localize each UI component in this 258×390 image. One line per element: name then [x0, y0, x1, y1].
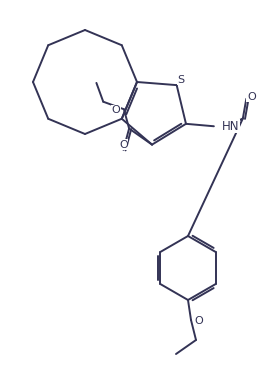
Text: O: O — [111, 105, 120, 115]
Text: HN: HN — [222, 120, 239, 133]
Text: O: O — [247, 92, 256, 102]
Text: S: S — [178, 75, 185, 85]
Text: O: O — [195, 316, 203, 326]
Text: O: O — [119, 140, 128, 150]
